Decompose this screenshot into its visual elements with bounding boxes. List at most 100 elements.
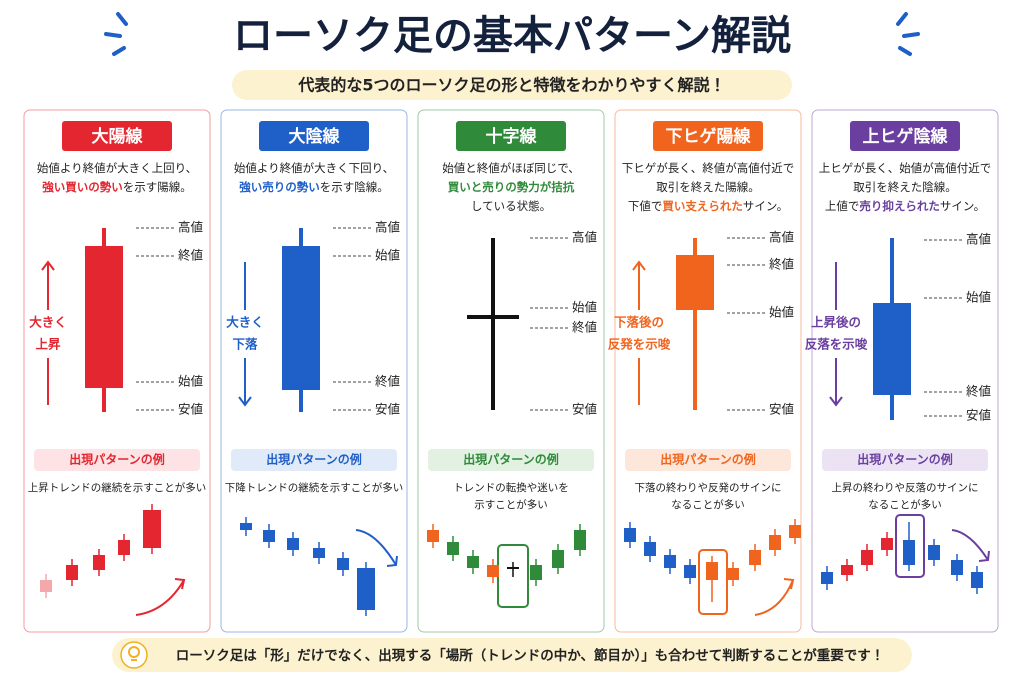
example-candle <box>881 538 893 550</box>
example-candle <box>789 525 801 538</box>
example-text: 下降トレンドの継続を示すことが多い <box>225 481 404 494</box>
description-line: 取引を終えた陰線。 <box>853 180 957 194</box>
price-label: 安値 <box>178 402 203 417</box>
footer-pill <box>112 638 912 672</box>
example-candle <box>66 565 78 580</box>
title-accent-right <box>896 12 920 56</box>
example-candle <box>487 565 499 577</box>
description-line: 強い売りの勢いを示す陰線。 <box>239 180 389 194</box>
trend-label: 下落 <box>232 337 258 352</box>
example-text: 下落の終わりや反発のサインに <box>635 481 782 494</box>
example-candle <box>971 572 983 588</box>
example-candle <box>749 550 761 565</box>
example-heading: 出現パターンの例 <box>266 452 361 467</box>
candle-body <box>85 246 123 388</box>
example-candle <box>530 565 542 580</box>
example-heading-pill <box>34 449 200 471</box>
description-line: 下値で買い支えられたサイン。 <box>628 199 788 213</box>
card-name: 上ヒゲ陰線 <box>863 126 949 147</box>
subtitle-pill <box>232 70 792 100</box>
example-text: 示すことが多い <box>474 498 548 511</box>
example-candle <box>861 550 873 565</box>
description-line: 始値より終値が大きく下回り、 <box>234 161 394 175</box>
trend-label: 下落後の <box>614 315 664 330</box>
price-label: 始値 <box>375 248 400 263</box>
example-text: トレンドの転換や迷いを <box>453 482 569 494</box>
footer-note: ローソク足は「形」だけでなく、出現する「場所（トレンドの中か、節目か）」も合わせ… <box>176 647 884 664</box>
description-line: 下ヒゲが長く、終値が高値付近で <box>622 161 795 175</box>
example-candle <box>427 530 439 542</box>
card-badge <box>850 121 960 151</box>
description-line: している状態。 <box>471 199 551 213</box>
title-accent-left <box>104 12 128 56</box>
example-highlight-box <box>698 549 728 615</box>
description-text: 下値で <box>628 199 663 213</box>
example-heading: 出現パターンの例 <box>660 452 755 467</box>
example-candle <box>903 540 915 565</box>
description-text: 取引を終えた陽線。 <box>656 180 760 194</box>
example-text: なることが多い <box>671 498 745 511</box>
description-highlight: 強い売りの勢い <box>239 180 320 194</box>
card-badge <box>456 121 566 151</box>
example-candle <box>706 562 718 580</box>
card-frame <box>614 109 802 633</box>
trend-label-bg <box>26 310 72 358</box>
description-highlight: 売り抑えられた <box>859 199 940 213</box>
price-label: 終値 <box>178 248 203 263</box>
example-arrow <box>135 579 185 616</box>
trend-arrow-head <box>41 260 55 271</box>
price-label: 安値 <box>769 402 794 417</box>
price-label: 高値 <box>769 230 794 245</box>
trend-label: 反発を示唆 <box>608 337 671 352</box>
price-label: 始値 <box>769 305 794 320</box>
description-text: 始値より終値が大きく上回り、 <box>37 161 197 175</box>
price-label: 高値 <box>375 220 400 235</box>
price-label: 終値 <box>572 320 597 335</box>
trend-label-bg <box>814 310 860 358</box>
description-text: を示す陽線。 <box>123 180 192 194</box>
trend-label-bg <box>617 310 663 358</box>
example-candle <box>928 545 940 560</box>
example-text: 上昇の終わりや反落のサインに <box>832 481 979 494</box>
lightbulb-icon <box>120 641 148 669</box>
example-heading-pill <box>428 449 594 471</box>
price-label: 終値 <box>375 374 400 389</box>
example-candle <box>769 535 781 550</box>
card: 上ヒゲ陰線上ヒゲが長く、始値が高値付近で取引を終えた陰線。上値で売り抑えられたサ… <box>805 109 999 633</box>
example-arrow <box>754 579 794 616</box>
price-label: 終値 <box>966 384 991 399</box>
example-candle <box>644 542 656 556</box>
example-heading-pill <box>822 449 988 471</box>
example-heading: 出現パターンの例 <box>857 452 952 467</box>
trend-label: 反落を示唆 <box>805 337 868 352</box>
description-text: している状態。 <box>471 199 551 213</box>
example-candle <box>467 556 479 568</box>
trend-arrow-head <box>829 396 843 407</box>
trend-label: 大きく <box>226 315 264 330</box>
example-candle <box>664 555 676 568</box>
description-highlight: 買いと売りの勢力が拮抗 <box>448 180 575 194</box>
price-label: 終値 <box>769 257 794 272</box>
example-candle <box>118 540 130 555</box>
subtitle: 代表的な5つのローソク足の形と特徴をわかりやすく解説！ <box>297 76 725 95</box>
example-candle <box>574 530 586 550</box>
example-candle <box>951 560 963 575</box>
description-text: を示す陰線。 <box>320 180 389 194</box>
description-line: 上ヒゲが長く、始値が高値付近で <box>819 161 992 175</box>
description-highlight: 強い買いの勢い <box>42 180 123 194</box>
example-candle <box>727 568 739 580</box>
cards: 大陽線始値より終値が大きく上回り、強い買いの勢いを示す陽線。高値終値始値安値大き… <box>23 109 999 633</box>
trend-arrow-head <box>238 396 252 407</box>
example-candle <box>313 548 325 558</box>
description-line: 取引を終えた陽線。 <box>656 180 760 194</box>
description-line: 始値より終値が大きく上回り、 <box>37 161 197 175</box>
price-label: 始値 <box>572 300 597 315</box>
example-candle <box>821 572 833 584</box>
example-heading: 出現パターンの例 <box>463 452 558 467</box>
card-name: 下ヒゲ陽線 <box>666 126 752 147</box>
example-candle <box>40 580 52 592</box>
card-name: 大陰線 <box>289 126 341 147</box>
trend-label: 上昇 <box>35 337 61 352</box>
